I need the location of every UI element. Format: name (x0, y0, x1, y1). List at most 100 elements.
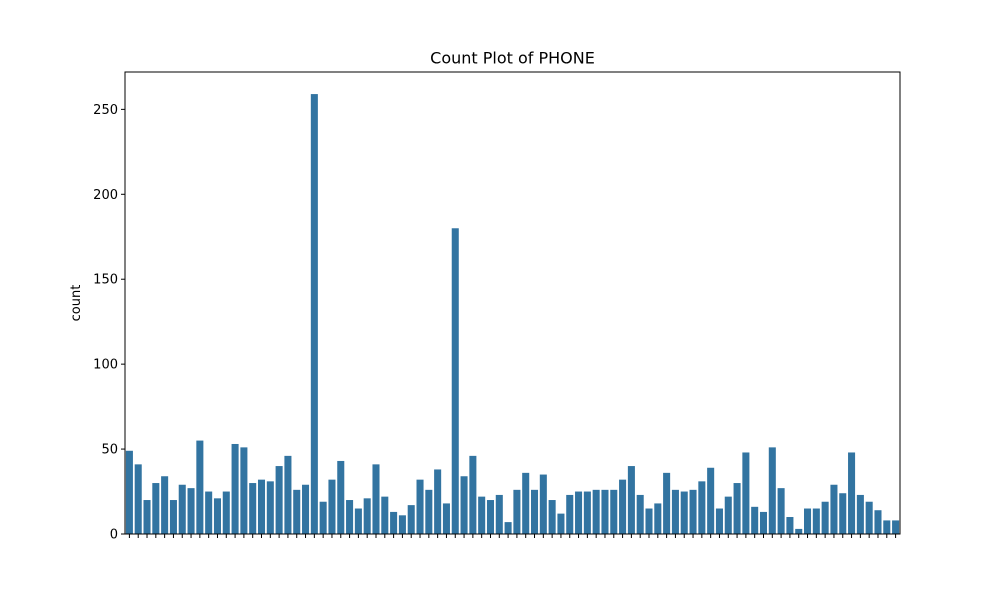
bar (592, 489, 600, 534)
bar (302, 484, 310, 534)
bar (416, 479, 424, 534)
bar (328, 479, 336, 534)
bar (222, 491, 230, 534)
y-tick-label: 150 (93, 273, 118, 288)
bar (372, 464, 380, 534)
bar (407, 505, 415, 534)
bar (310, 94, 318, 535)
bar (187, 488, 195, 534)
bar (821, 501, 829, 534)
plot-frame (124, 71, 901, 535)
bar (812, 508, 820, 534)
bar (601, 489, 609, 534)
bar (337, 460, 345, 534)
bar (689, 489, 697, 534)
bar (566, 494, 574, 534)
bar (143, 500, 151, 534)
y-tick-label: 50 (101, 443, 118, 458)
bar (522, 472, 530, 534)
bar (865, 501, 873, 534)
bar (275, 466, 283, 534)
bar (777, 488, 785, 534)
bar (293, 489, 301, 534)
bar (645, 508, 653, 534)
bar (205, 491, 213, 534)
bar (557, 513, 565, 534)
bar (513, 489, 521, 534)
bar (425, 489, 433, 534)
y-tick-label: 100 (93, 358, 118, 373)
bar (671, 489, 679, 534)
y-tick-label: 0 (110, 528, 118, 543)
bar (478, 496, 486, 534)
bar (469, 455, 477, 534)
bar (742, 452, 750, 534)
bar (883, 520, 891, 534)
bar (504, 522, 512, 534)
bar (724, 496, 732, 534)
bar (398, 515, 406, 534)
bars (125, 94, 900, 535)
bar (654, 503, 662, 534)
y-axis: 0 50 100 150 200 250 (93, 103, 125, 543)
bar (354, 508, 362, 534)
bar (619, 479, 627, 534)
bar (663, 472, 671, 534)
bar (152, 483, 160, 534)
x-axis (128, 534, 897, 538)
bar (892, 520, 900, 534)
bar (759, 511, 768, 534)
bar (363, 498, 371, 534)
bar (848, 452, 856, 534)
y-tick-label: 250 (93, 103, 118, 118)
bar (707, 467, 715, 534)
bar (680, 491, 688, 534)
bar (178, 484, 186, 534)
bar (381, 496, 389, 534)
bar (856, 494, 864, 534)
bar (213, 498, 221, 534)
bar (627, 466, 635, 534)
bar (161, 476, 169, 534)
bar (257, 479, 266, 534)
bar (636, 494, 644, 534)
bar (804, 508, 812, 534)
bar (539, 474, 547, 534)
bar (169, 500, 177, 534)
bar (583, 491, 591, 534)
bar (733, 483, 741, 534)
bar (486, 500, 495, 534)
bar (390, 511, 398, 534)
bar (610, 489, 618, 534)
bar (451, 228, 459, 534)
bar (839, 493, 847, 534)
bar (319, 501, 327, 534)
bar (768, 447, 776, 534)
bar (196, 440, 204, 534)
bar (575, 491, 583, 534)
bar (830, 484, 838, 534)
bar (231, 443, 239, 534)
bar (442, 503, 450, 534)
bar (715, 508, 723, 534)
bar (346, 500, 354, 534)
bar (460, 476, 468, 534)
bar (266, 481, 274, 534)
bar (698, 481, 706, 534)
bar (530, 489, 539, 534)
chart-title: Count Plot of PHONE (430, 49, 595, 68)
bar (795, 528, 803, 534)
bar (434, 469, 442, 534)
bar (240, 447, 248, 534)
bar (284, 455, 292, 534)
bar (751, 506, 759, 534)
y-axis-label: count (69, 285, 84, 322)
bar (874, 510, 882, 534)
bar (548, 500, 556, 534)
bar (786, 517, 794, 534)
bar (134, 464, 142, 534)
y-tick-label: 200 (93, 188, 118, 203)
bar (125, 450, 133, 534)
bar (249, 483, 257, 534)
